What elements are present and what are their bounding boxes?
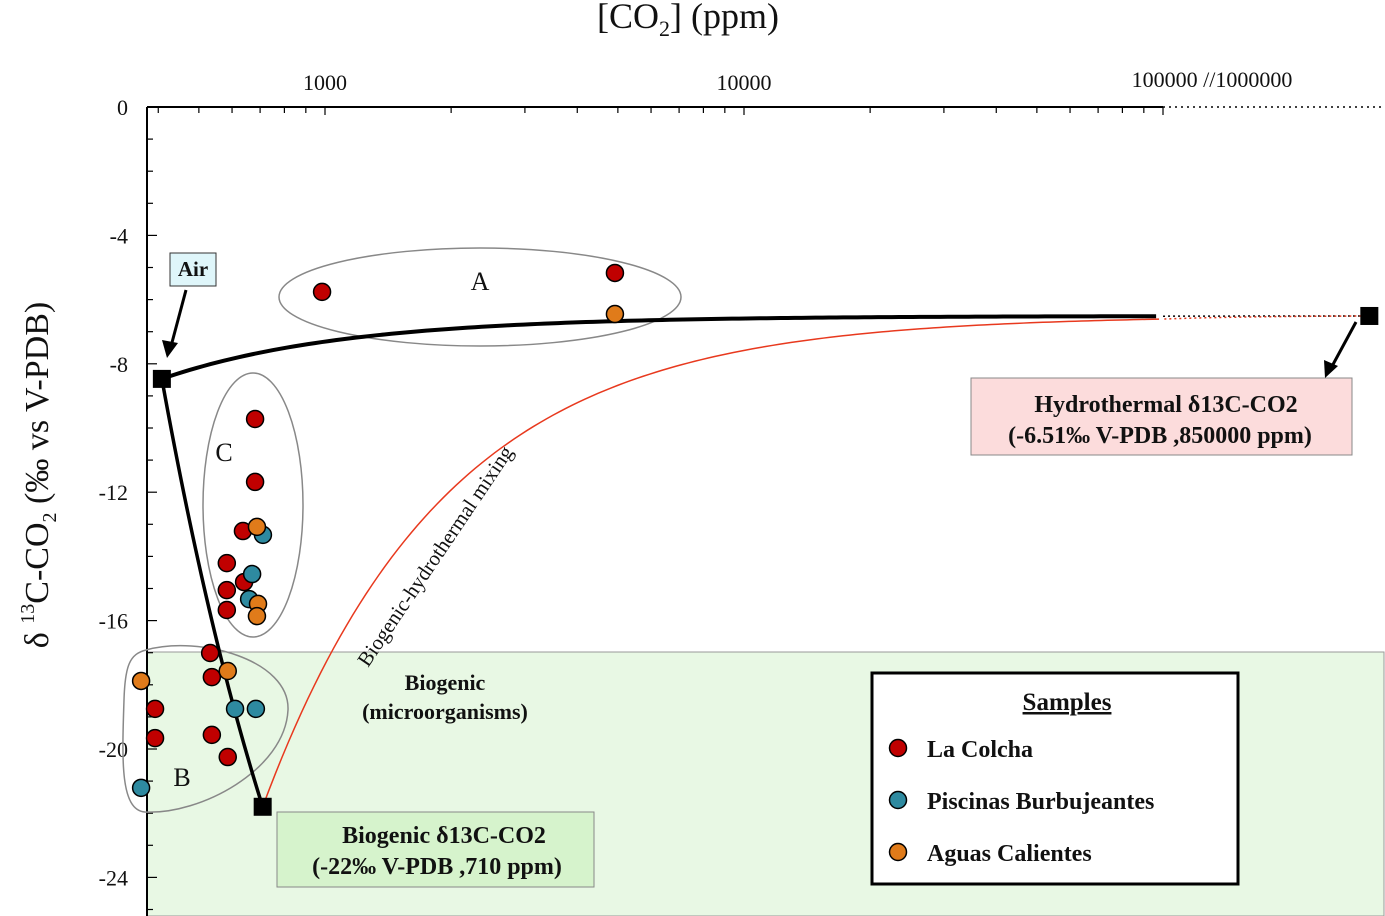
point-piscinas-burbujeantes [225,699,245,719]
x-tick-label: 10000 [717,70,772,95]
legend-label: La Colcha [927,737,1033,763]
legend-marker [888,842,908,862]
point-la-colcha [145,728,165,748]
point-aguas-calientes [131,671,151,691]
y-tick-label: -12 [99,480,128,505]
point-la-colcha [202,725,222,745]
y-tick-label: 0 [117,95,128,120]
point-aguas-calientes [247,606,267,626]
point-la-colcha [217,600,237,620]
biogenic-label-detail: (-22‰ V-PDB ,710 ppm) [312,854,562,880]
hydrothermal-arrowhead [1324,360,1338,378]
point-la-colcha [218,747,237,767]
legend-label: Aguas Calientes [927,841,1092,867]
group-b-outline [122,644,289,813]
y-tick-label: -16 [99,609,128,634]
point-piscinas-burbujeantes [246,699,266,719]
point-la-colcha [217,553,237,573]
point-la-colcha [200,643,220,663]
legend-marker [888,738,908,758]
air-end-member-marker [152,369,171,388]
biogenic-hydrothermal-mixing-curve [261,318,1160,808]
legend: Samples La Colcha Piscinas Burbujeantes Ag… [870,671,1240,886]
y-tick-label: -24 [99,865,128,890]
biogenic-label-title: Biogenic δ13C-CO2 [342,823,546,849]
x-tick-label: 1000 [303,70,347,95]
point-aguas-calientes [218,661,237,681]
point-la-colcha [217,580,237,600]
biogenic-label-box [276,811,595,888]
point-la-colcha [605,263,625,283]
point-piscinas-burbujeantes [131,778,151,798]
legend-title: Samples [1023,689,1112,716]
point-piscinas-burbujeantes [242,564,262,584]
legend-label: Piscinas Burbujeantes [927,789,1154,815]
y-tick-label: -8 [110,352,128,377]
biogenic-region-label: Biogenic [405,670,486,695]
hydrothermal-label-title: Hydrothermal δ13C-CO2 [1034,392,1297,418]
y-axis-title: δ 13C-CO2 (‰ vs V-PDB) [17,302,61,648]
hydrothermal-end-member-marker [1360,306,1379,325]
group-a-label: A [471,267,490,296]
y-tick-label: -4 [110,223,128,248]
hydrothermal-arrow [1328,321,1358,371]
point-aguas-calientes [247,517,267,537]
group-b-label: B [173,763,190,792]
air-arrow [168,289,188,351]
point-la-colcha [312,282,332,302]
group-c-ellipse [202,372,304,638]
air-biogenic-mixing-line [160,378,265,808]
x-axis-title: [CO2] (ppm) [597,0,779,41]
point-la-colcha [245,409,265,429]
group-c-label: C [215,438,232,467]
mixing-label: Biogenic-hydrothermal mixing [352,441,518,671]
biogenic-region-sublabel: (microorganisms) [362,699,528,724]
point-aguas-calientes [605,304,625,324]
group-a-ellipse [278,247,682,347]
air-label: Air [178,257,208,281]
x-tick-label-break: 100000 //1000000 [1132,67,1293,92]
point-la-colcha [202,667,222,687]
point-la-colcha [145,699,165,719]
air-hydrothermal-mixing-curve [161,314,1157,381]
biogenic-hydrothermal-mixing-curve-dotted [1164,315,1370,320]
biogenic-end-member-marker [253,797,272,816]
legend-marker [888,790,908,810]
hydrothermal-label-box [970,377,1353,456]
hydrothermal-label-detail: (-6.51‰ V-PDB ,850000 ppm) [1008,423,1312,449]
air-label-box [169,252,217,287]
air-arrowhead [162,340,178,358]
point-la-colcha [245,472,265,492]
